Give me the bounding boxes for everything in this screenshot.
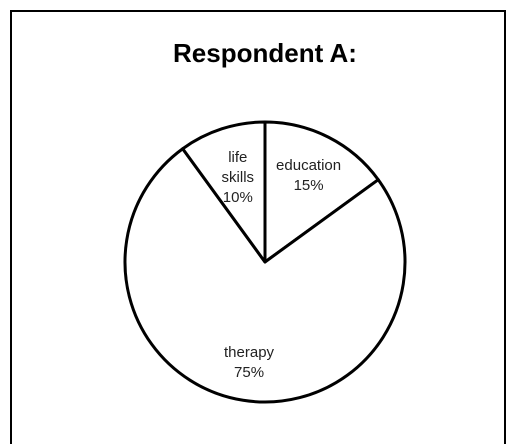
pie-slice: [263, 120, 380, 264]
slice-label: therapy 75%: [214, 343, 284, 383]
slice-label: life skills 10%: [218, 148, 258, 208]
slice-value: 10%: [222, 189, 253, 207]
slice-category: therapy: [224, 343, 275, 361]
slice-value: 75%: [234, 363, 265, 381]
chart-title: Respondent A:: [173, 38, 357, 68]
frame: [10, 10, 506, 444]
slice-category: education: [276, 157, 342, 175]
pie-slice: [181, 120, 267, 264]
slice-label: education 15%: [274, 156, 344, 196]
slice-value: 15%: [293, 177, 324, 195]
slice-category: life skills: [221, 149, 255, 187]
pie-slice: [123, 147, 407, 404]
